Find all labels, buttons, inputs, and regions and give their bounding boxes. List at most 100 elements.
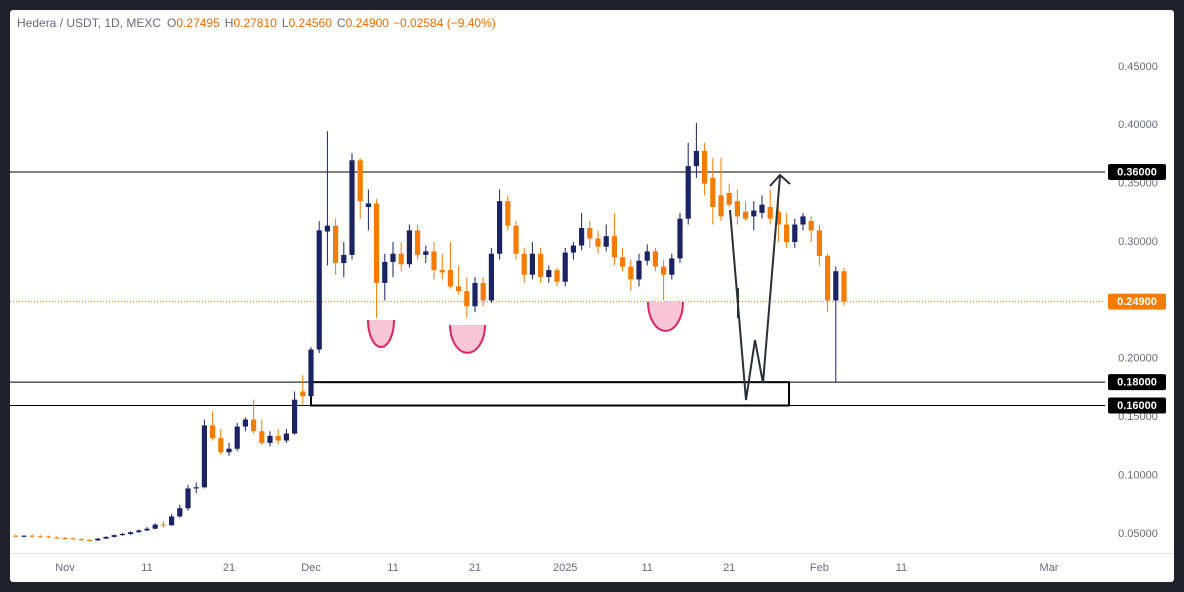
candle-body: [160, 524, 166, 526]
level-badge: [1108, 374, 1166, 391]
candle-body: [29, 535, 35, 537]
candle-body: [13, 535, 19, 537]
candle-body: [562, 252, 568, 282]
cup-shape: [450, 325, 485, 353]
candle-body: [538, 253, 544, 278]
candle-body: [636, 260, 642, 280]
candle-body: [505, 201, 511, 226]
x-tick-label: 11: [896, 562, 907, 574]
candle-body: [833, 271, 839, 301]
candle-body: [136, 530, 142, 533]
field-value: 0.27810: [233, 16, 277, 30]
y-tick-label: 0.15000: [1118, 411, 1158, 423]
candle-body: [46, 536, 52, 538]
candle-body: [603, 236, 609, 247]
candle-body: [37, 536, 43, 538]
candle-body: [128, 532, 134, 534]
candle-body: [677, 218, 683, 259]
candle-body: [472, 282, 478, 307]
candle-body: [308, 349, 314, 397]
candle-body: [775, 211, 781, 225]
candle-body: [119, 533, 125, 536]
candle-body: [21, 535, 27, 537]
x-tick-label: Dec: [301, 562, 321, 574]
x-tick-label: 11: [387, 562, 398, 574]
candle-body: [357, 160, 363, 202]
candle-body: [611, 236, 617, 258]
field-label: L: [282, 16, 289, 30]
candle-body: [259, 431, 265, 443]
candle-body: [570, 245, 576, 253]
candle-body: [70, 538, 76, 540]
candle-body: [685, 166, 691, 219]
candle-body: [54, 537, 60, 539]
x-tick-label: 21: [469, 562, 481, 574]
candle-body: [390, 253, 396, 262]
candle-body: [710, 177, 716, 208]
candle-body: [382, 261, 388, 283]
field-label: C: [337, 16, 346, 30]
candle-body: [62, 538, 68, 540]
candle-body: [144, 528, 150, 531]
candle-body: [275, 435, 281, 441]
candle-body: [464, 291, 470, 307]
candle-body: [718, 195, 724, 217]
candle-body: [218, 438, 224, 453]
candle-body: [324, 225, 330, 232]
x-tick-label: Mar: [1040, 562, 1059, 574]
candle-body: [292, 399, 298, 434]
plot-area: 0.050000.100000.150000.200000.250000.300…: [10, 61, 1166, 574]
candle-body: [447, 270, 453, 287]
field-value: 0.24900: [346, 16, 390, 30]
candle-body: [111, 535, 117, 537]
field-label: H: [225, 16, 234, 30]
candle-body: [816, 230, 822, 257]
candle-body: [267, 435, 273, 443]
candle-body: [242, 419, 248, 427]
candle-body: [546, 270, 552, 278]
candle-body: [521, 253, 527, 275]
candle-body: [702, 150, 708, 184]
candle-body: [95, 538, 101, 541]
candle-body: [193, 487, 199, 489]
candle-body: [767, 207, 773, 219]
level-badge: [1108, 163, 1166, 180]
cup-shape: [648, 302, 683, 331]
level-label: 0.16000: [1117, 400, 1157, 412]
y-tick-label: 0.35000: [1118, 178, 1158, 190]
candle-body: [726, 192, 732, 205]
field-value: 0.24560: [289, 16, 333, 30]
y-tick-label: 0.40000: [1118, 119, 1158, 131]
candle-body: [825, 256, 831, 301]
candle-body: [398, 253, 404, 265]
candle-body: [784, 224, 790, 243]
candle-body: [579, 228, 585, 246]
x-tick-label: 21: [723, 562, 735, 574]
x-tick-label: 2025: [553, 562, 577, 574]
chart-background: [10, 10, 1174, 582]
candle-body: [554, 270, 560, 282]
cup-shape: [368, 320, 394, 347]
candle-body: [480, 282, 486, 301]
candle-body: [439, 270, 445, 273]
y-tick-label: 0.30000: [1118, 236, 1158, 248]
candle-body: [497, 201, 503, 254]
y-tick-label: 0.05000: [1118, 528, 1158, 540]
candle-body: [251, 419, 257, 432]
candle-body: [316, 230, 322, 350]
x-tick-label: 11: [141, 562, 152, 574]
ohlc-fields: O0.27495 H0.27810 L0.24560 C0.24900: [167, 16, 389, 30]
candle-body: [587, 228, 593, 239]
y-tick-label: 0.10000: [1118, 469, 1158, 481]
candle-body: [169, 516, 175, 526]
x-tick-label: Feb: [810, 562, 829, 574]
candle-body: [87, 540, 93, 542]
candle-body: [734, 201, 740, 217]
candle-body: [620, 257, 626, 267]
candle-body: [177, 508, 183, 517]
candle-body: [333, 225, 339, 264]
projection-arrow: [769, 173, 791, 187]
candle-body: [841, 271, 847, 302]
candle-body: [234, 426, 240, 449]
